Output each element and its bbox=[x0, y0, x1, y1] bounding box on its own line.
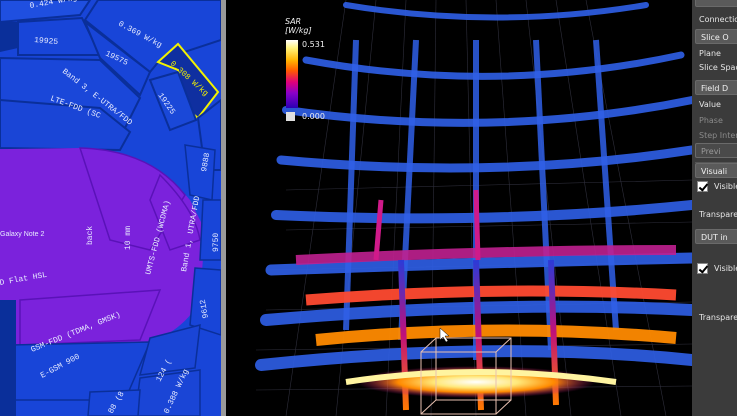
segment-124[interactable] bbox=[138, 323, 201, 376]
segment-9750[interactable] bbox=[199, 199, 221, 261]
mouse-cursor-icon bbox=[439, 327, 450, 343]
label-9750: 9750 bbox=[212, 233, 221, 252]
label-device: Galaxy Note 2 bbox=[0, 231, 44, 238]
dut-visible-label: Visible bbox=[714, 264, 737, 273]
label-distance: 10 mm bbox=[124, 226, 133, 250]
visible-checkbox[interactable] bbox=[697, 181, 708, 192]
dut-wireframe[interactable] bbox=[420, 337, 512, 415]
step-interval-label: Step Interv bbox=[699, 131, 737, 140]
legend-title: SAR [W/kg] bbox=[285, 17, 312, 35]
dut-transparency-label: Transparen bbox=[699, 313, 737, 322]
segment-band1[interactable] bbox=[149, 173, 201, 251]
panel-separator bbox=[695, 162, 737, 163]
sar-hotspots bbox=[295, 189, 677, 411]
segment-dark-left bbox=[0, 22, 18, 52]
visible-label: Visible bbox=[714, 182, 737, 191]
dut-visible-checkbox[interactable] bbox=[697, 263, 708, 274]
legend-settings-icon[interactable] bbox=[286, 112, 295, 121]
connection-label: Connection bbox=[699, 15, 737, 24]
label-back: back bbox=[86, 226, 95, 245]
segment-sar-top[interactable] bbox=[0, 0, 92, 24]
plane-label: Plane bbox=[699, 49, 721, 58]
segment-gsm[interactable] bbox=[19, 289, 162, 346]
segment-9612[interactable] bbox=[189, 267, 221, 336]
legend-max-value: 0.531 bbox=[302, 40, 325, 49]
panel-top-button[interactable] bbox=[695, 0, 737, 7]
slice-spacing-label: Slice Spacin bbox=[699, 63, 737, 72]
sunburst-chart[interactable]: 0.424 W/kg 19925 0.369 W/kg 19575 Band 3… bbox=[0, 0, 221, 416]
segment-19225[interactable] bbox=[148, 70, 198, 132]
dut-button[interactable]: DUT in bbox=[695, 229, 737, 244]
preview-button[interactable]: Previ bbox=[695, 143, 737, 158]
visualization-button[interactable]: Visuali bbox=[695, 163, 737, 178]
legend-min-value: 0.000 bbox=[302, 112, 325, 121]
label-9888: 9888 bbox=[200, 152, 212, 173]
3d-viewport[interactable]: SAR [W/kg] 0.531 0.000 bbox=[226, 0, 692, 416]
segment-left-edge bbox=[0, 300, 16, 416]
sar-field-render[interactable] bbox=[226, 0, 692, 416]
value-label: Value bbox=[699, 100, 721, 109]
splitter-handle[interactable] bbox=[221, 0, 226, 416]
legend-quantity: SAR bbox=[285, 17, 302, 26]
segment-9888[interactable] bbox=[184, 144, 216, 201]
label-9612: 9612 bbox=[199, 298, 211, 319]
segment-19575[interactable] bbox=[82, 18, 152, 97]
slice-options-button[interactable]: Slice O bbox=[695, 29, 737, 44]
slice-planes bbox=[255, 2, 692, 371]
label-sar-top: 0.424 W/kg bbox=[29, 0, 78, 11]
properties-panel: Connection Slice O Plane Slice Spacin Fi… bbox=[692, 0, 737, 416]
legend-colorbar bbox=[286, 40, 298, 108]
legend-unit: [W/kg] bbox=[285, 26, 312, 35]
phase-label: Phase bbox=[699, 116, 723, 125]
sunburst-panel[interactable]: 0.424 W/kg 19925 0.369 W/kg 19575 Band 3… bbox=[0, 0, 221, 416]
field-data-button[interactable]: Field D bbox=[695, 80, 737, 95]
segment-88[interactable] bbox=[87, 389, 141, 416]
transparency-label: Transparen bbox=[699, 210, 737, 219]
segment-lte[interactable] bbox=[0, 98, 132, 152]
label-19925: 19925 bbox=[34, 36, 59, 47]
